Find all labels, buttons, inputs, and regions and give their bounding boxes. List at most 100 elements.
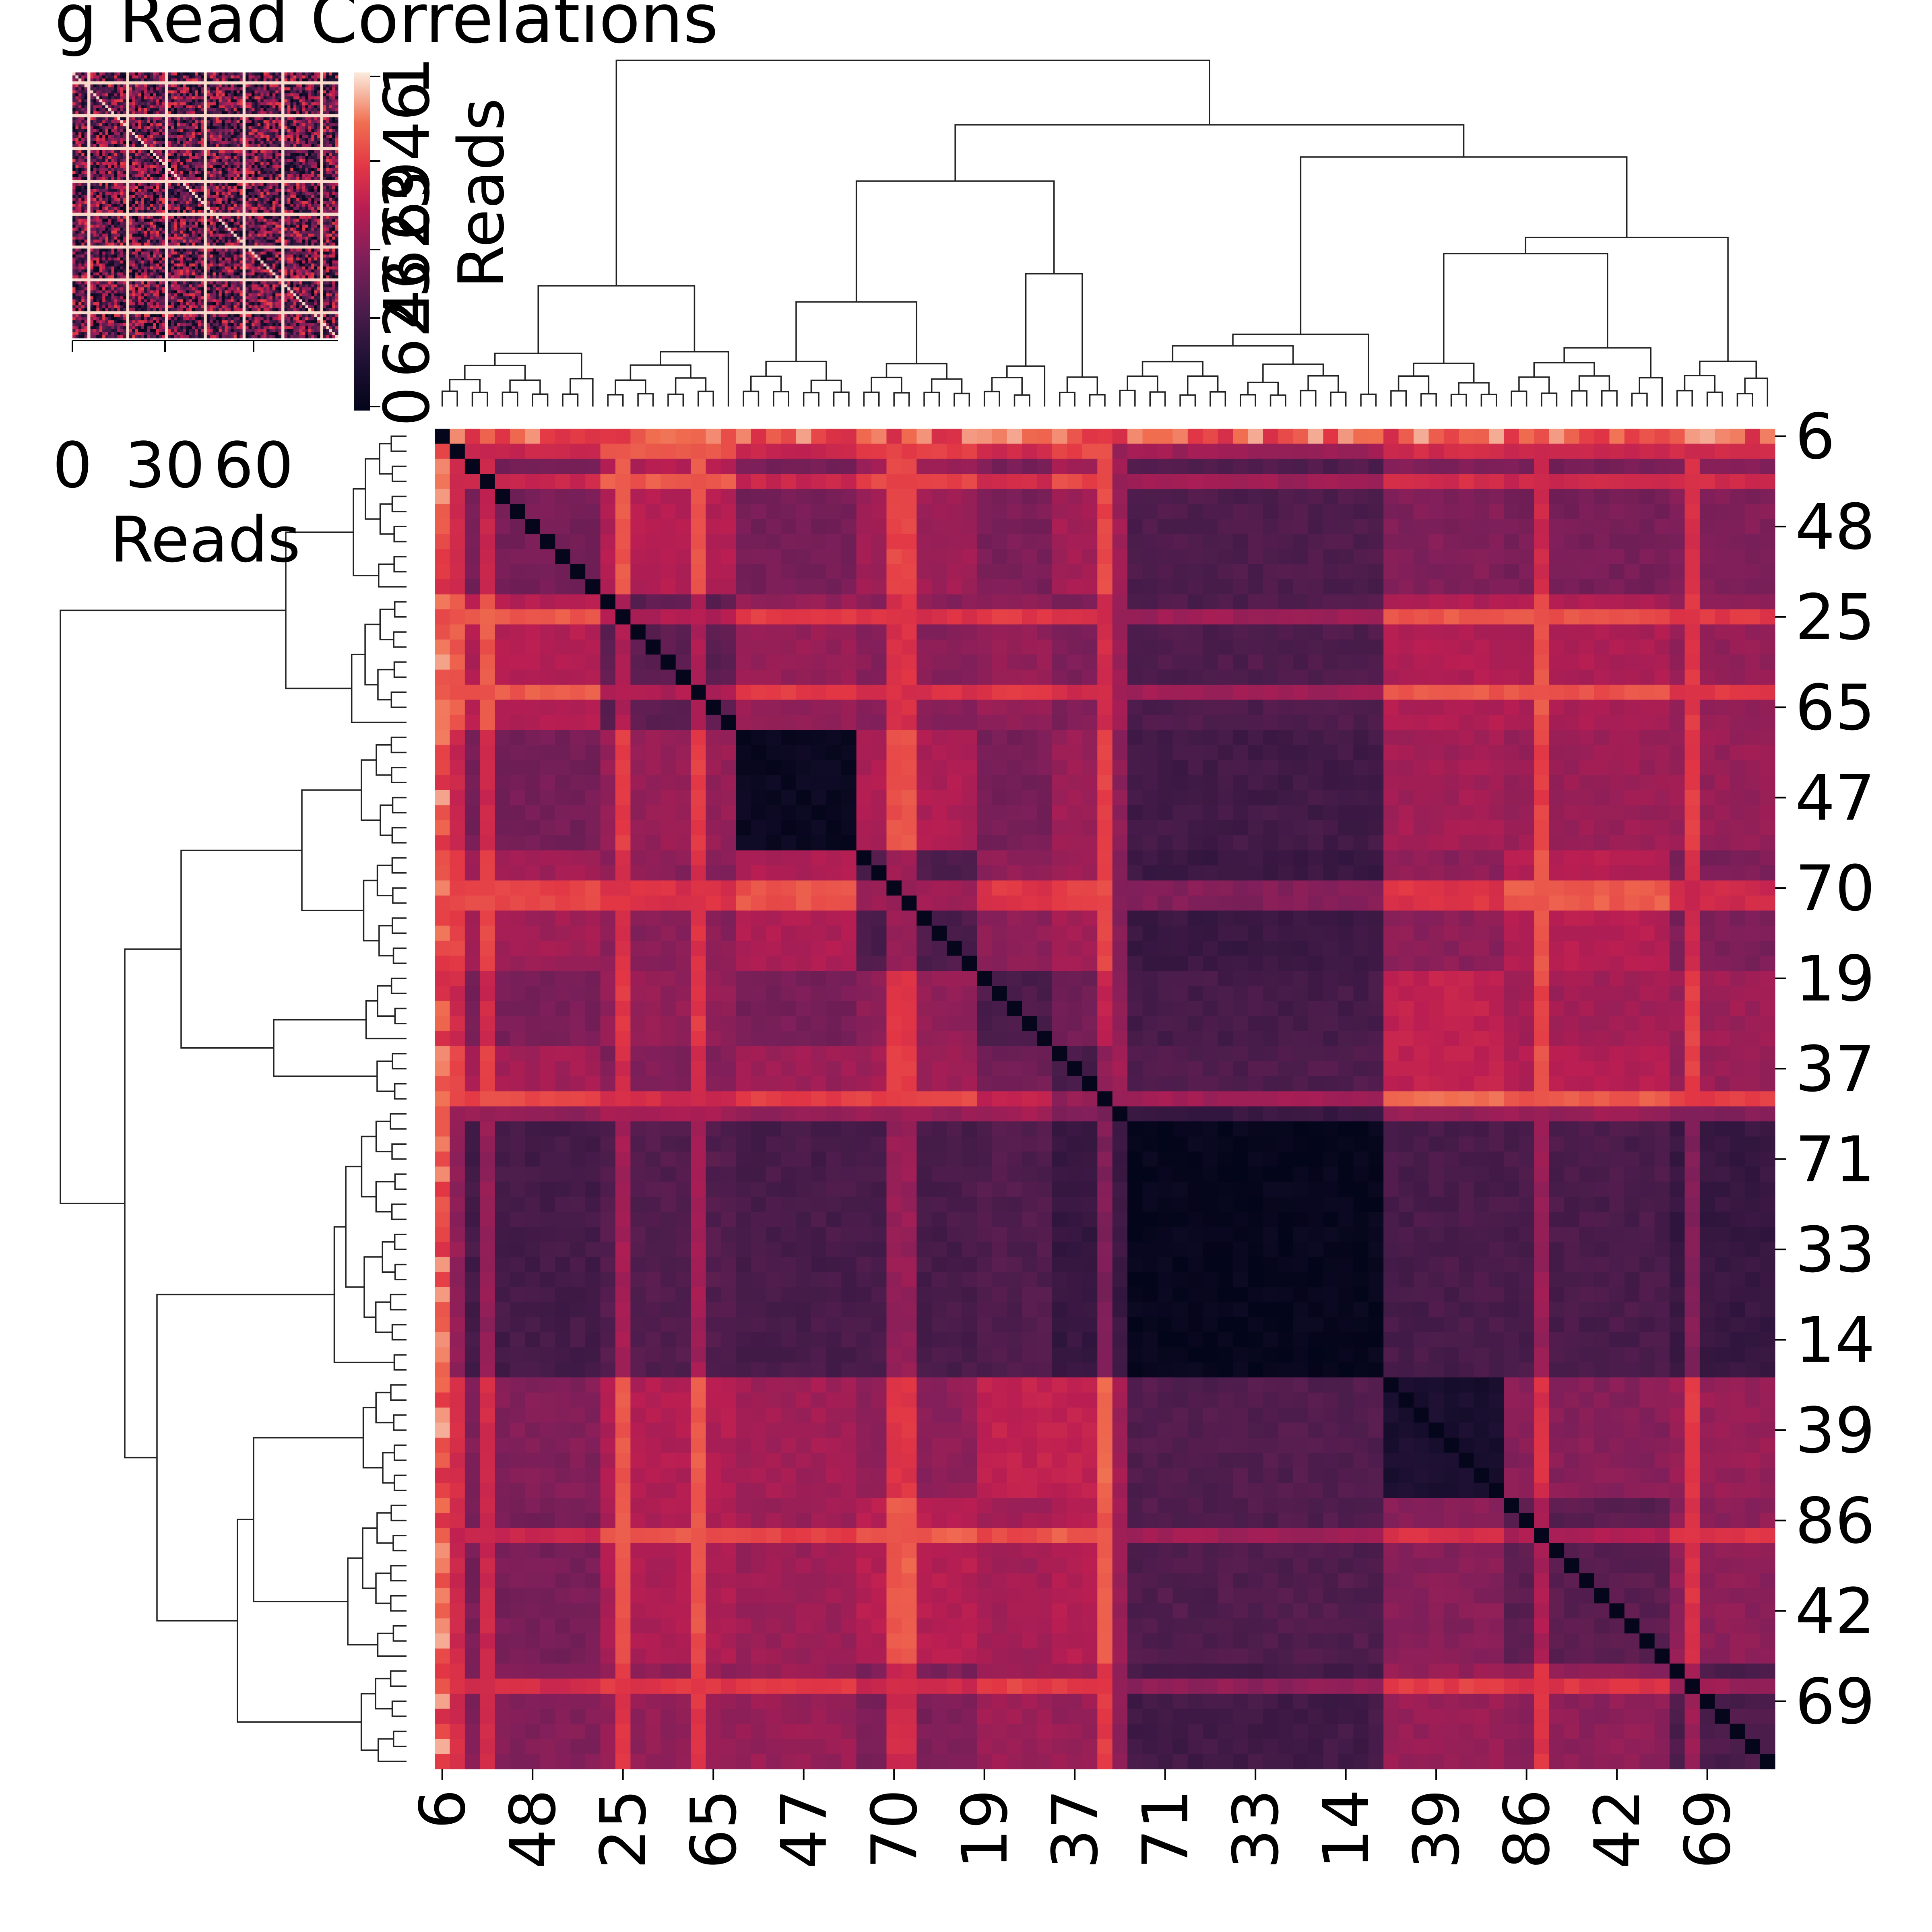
inset-cell bbox=[180, 123, 183, 126]
inset-cell bbox=[84, 171, 88, 174]
inset-cell bbox=[72, 233, 76, 237]
inset-cell bbox=[162, 141, 165, 144]
inset-cell bbox=[290, 114, 294, 118]
inset-cell bbox=[141, 111, 144, 115]
inset-cell bbox=[159, 120, 162, 124]
inset-cell bbox=[236, 156, 240, 159]
inset-cell bbox=[126, 227, 130, 231]
inset-cell bbox=[287, 186, 291, 189]
inset-cell bbox=[183, 183, 186, 186]
inset-cell bbox=[111, 114, 115, 118]
inset-cell bbox=[177, 75, 180, 79]
inset-cell bbox=[150, 141, 153, 144]
inset-cell bbox=[156, 177, 159, 180]
inset-cell bbox=[231, 99, 234, 103]
inset-cell bbox=[213, 72, 216, 76]
inset-cell bbox=[242, 186, 246, 189]
inset-cell bbox=[138, 177, 142, 180]
inset-cell bbox=[215, 186, 219, 189]
inset-cell bbox=[290, 132, 294, 136]
inset-cell bbox=[165, 200, 168, 204]
inset-cell bbox=[102, 210, 106, 213]
inset-cell bbox=[102, 168, 106, 171]
inset-cell bbox=[254, 165, 258, 168]
inset-cell bbox=[260, 221, 264, 225]
inset-cell bbox=[168, 132, 171, 136]
inset-cell bbox=[75, 120, 79, 124]
inset-cell bbox=[278, 129, 282, 132]
inset-cell bbox=[246, 231, 249, 234]
inset-cell bbox=[326, 102, 330, 106]
inset-cell bbox=[248, 183, 252, 186]
inset-cell bbox=[275, 123, 279, 126]
inset-cell bbox=[254, 195, 258, 198]
inset-cell bbox=[96, 153, 100, 157]
inset-cell bbox=[204, 78, 207, 82]
inset-cell bbox=[75, 159, 79, 162]
inset-cell bbox=[72, 239, 76, 243]
inset-cell bbox=[299, 236, 303, 240]
inset-cell bbox=[96, 114, 100, 118]
inset-cell bbox=[204, 84, 207, 88]
inset-cell bbox=[126, 102, 130, 106]
inset-cell bbox=[213, 221, 216, 225]
inset-cell bbox=[129, 102, 132, 106]
inset-cell bbox=[171, 78, 174, 82]
inset-cell bbox=[248, 72, 252, 76]
inset-cell bbox=[99, 111, 103, 115]
inset-cell bbox=[123, 180, 126, 183]
inset-cell bbox=[269, 215, 273, 219]
inset-cell bbox=[141, 78, 144, 82]
inset-cell bbox=[296, 72, 300, 76]
inset-cell bbox=[81, 129, 85, 132]
inset-cell bbox=[168, 105, 171, 109]
inset-cell bbox=[99, 168, 103, 171]
inset-cell bbox=[162, 213, 165, 216]
inset-cell bbox=[284, 144, 288, 147]
inset-cell bbox=[206, 236, 210, 240]
inset-cell bbox=[326, 213, 330, 216]
inset-cell bbox=[174, 206, 178, 210]
inset-cell bbox=[117, 165, 121, 168]
inset-cell bbox=[281, 174, 285, 178]
inset-cell bbox=[165, 174, 168, 178]
inset-cell bbox=[246, 81, 249, 85]
inset-cell bbox=[251, 189, 255, 192]
inset-cell bbox=[144, 206, 147, 210]
inset-cell bbox=[186, 78, 189, 82]
inset-cell bbox=[144, 114, 147, 118]
inset-cell bbox=[174, 147, 178, 151]
inset-cell bbox=[75, 204, 79, 207]
inset-cell bbox=[200, 123, 204, 126]
inset-cell bbox=[99, 189, 103, 192]
inset-cell bbox=[108, 225, 111, 228]
inset-cell bbox=[299, 156, 303, 159]
inset-cell bbox=[90, 189, 94, 192]
inset-cell bbox=[192, 138, 195, 142]
inset-cell bbox=[171, 200, 174, 204]
inset-cell bbox=[314, 135, 318, 138]
inset-cell bbox=[278, 96, 282, 100]
inset-cell bbox=[102, 231, 106, 234]
inset-cell bbox=[84, 72, 88, 76]
inset-cell bbox=[236, 198, 240, 201]
inset-cell bbox=[108, 156, 111, 159]
inset-cell bbox=[272, 111, 276, 115]
inset-cell bbox=[213, 219, 216, 222]
inset-cell bbox=[246, 120, 249, 124]
inset-cell bbox=[233, 87, 237, 91]
inset-cell bbox=[147, 180, 151, 183]
inset-cell bbox=[257, 126, 261, 130]
inset-cell bbox=[141, 162, 144, 165]
inset-cell bbox=[96, 200, 100, 204]
inset-cell bbox=[105, 102, 109, 106]
inset-cell bbox=[96, 108, 100, 111]
inset-cell bbox=[81, 132, 85, 136]
inset-cell bbox=[93, 153, 97, 157]
inset-cell bbox=[233, 186, 237, 189]
inset-cell bbox=[168, 195, 171, 198]
inset-cell bbox=[135, 215, 138, 219]
inset-cell bbox=[233, 147, 237, 151]
inset-cell bbox=[296, 84, 300, 88]
inset-cell bbox=[81, 195, 85, 198]
